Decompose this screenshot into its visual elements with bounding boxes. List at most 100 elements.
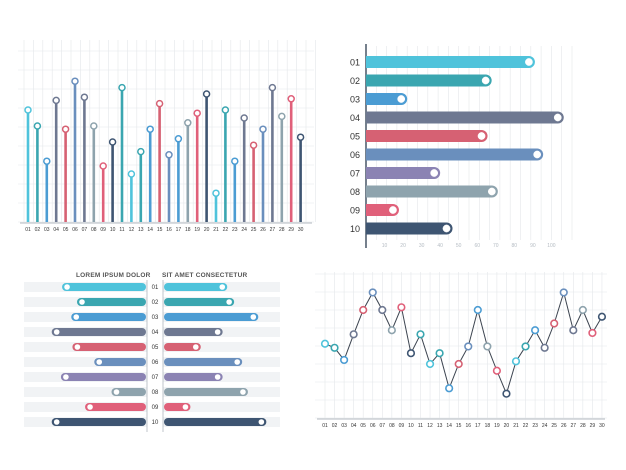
- y-label: 05: [350, 132, 360, 142]
- lollipop-head: [24, 106, 32, 114]
- right-bar: [164, 388, 248, 396]
- x-tick-label: 04: [351, 423, 357, 429]
- line-point: [454, 359, 463, 369]
- right-bar: [164, 283, 228, 291]
- center-label: 06: [152, 360, 159, 366]
- x-tick-label: 24: [542, 423, 548, 429]
- x-tick-label: 09: [399, 423, 405, 429]
- diverging-marks: [51, 283, 267, 426]
- x-tick-label: 19: [494, 423, 500, 429]
- center-label-box: [147, 357, 163, 367]
- center-label: 07: [152, 375, 159, 381]
- x-tick-label: 06: [72, 227, 78, 233]
- right-bar-knob: [214, 329, 221, 335]
- line-point: [387, 326, 396, 335]
- x-tick-label: 24: [241, 227, 247, 233]
- hbar-knob: [477, 132, 486, 140]
- y-label: 04: [350, 113, 360, 123]
- line-point: [349, 330, 358, 339]
- x-tick-label: 16: [465, 423, 471, 429]
- y-label: 03: [350, 95, 360, 105]
- x-tick-label: 29: [590, 423, 596, 429]
- x-tick-label: 17: [176, 227, 182, 233]
- right-bar-knob: [240, 389, 246, 395]
- y-label: 06: [350, 150, 360, 160]
- lollipop-head: [43, 157, 51, 165]
- right-bar-knob: [219, 284, 226, 290]
- left-bar: [72, 343, 146, 351]
- y-label: 07: [350, 169, 360, 179]
- x-tick-label: 13: [437, 423, 443, 429]
- center-label-box: [147, 417, 163, 427]
- lollipop-head: [155, 99, 164, 108]
- left-bar-knob: [73, 314, 80, 320]
- center-label-box: [147, 387, 163, 397]
- x-tick-label: 14: [446, 423, 452, 429]
- lollipop-head: [61, 125, 70, 133]
- x-tick-label: 21: [213, 227, 219, 233]
- x-tick-label: 23: [232, 227, 238, 233]
- hbar-knob: [525, 58, 533, 66]
- lollipop-head: [127, 170, 136, 178]
- left-bar-knob: [53, 329, 60, 335]
- lollipop-head: [287, 95, 295, 103]
- x-tick-label: 03: [341, 423, 347, 429]
- hbar-knob: [397, 95, 406, 103]
- x-tick-label: 10: [408, 423, 414, 429]
- right-bar: [164, 418, 267, 426]
- x-tick-label: 25: [551, 423, 557, 429]
- left-bar: [85, 403, 146, 411]
- left-bar-knob: [74, 344, 81, 350]
- line-point: [540, 343, 549, 352]
- hbar-square-end: [366, 204, 376, 216]
- lollipop-head: [268, 83, 277, 92]
- lollipop-head: [108, 138, 117, 146]
- hbar-knob: [533, 150, 542, 159]
- line-point: [521, 342, 530, 351]
- right-bar-knob: [214, 374, 221, 380]
- x-tick-label: 22: [223, 227, 229, 233]
- hbar-square-end: [366, 167, 376, 179]
- line-point: [550, 319, 559, 328]
- hbar: [366, 111, 564, 124]
- line-point: [492, 366, 501, 375]
- hbar-square-end: [366, 111, 376, 124]
- x-tick-label: 22: [523, 423, 529, 429]
- right-bar-knob: [258, 419, 265, 425]
- hbar-square-end: [366, 93, 376, 105]
- hbar-square-end: [366, 74, 376, 87]
- x-tick-label: 30: [298, 227, 304, 233]
- line-point: [511, 357, 521, 366]
- hbar-square-end: [366, 56, 376, 68]
- lollipop-head: [240, 114, 248, 122]
- x-tick-label: 10: [110, 227, 116, 233]
- x-tick-label: 14: [147, 227, 153, 233]
- lollipop-head: [90, 122, 98, 130]
- lollipop-grid: [18, 40, 316, 224]
- x-tick-label: 13: [138, 227, 144, 233]
- lollipop-head: [174, 135, 183, 143]
- lollipop-head: [221, 106, 230, 114]
- right-bar-knob: [193, 344, 199, 350]
- left-bar: [51, 418, 147, 426]
- x-tick-label: 11: [418, 423, 423, 429]
- right-header: SIT AMET CONSECTETUR: [162, 272, 248, 279]
- center-label: 03: [152, 315, 159, 321]
- x-tick-label: 07: [82, 227, 88, 233]
- left-bar-knob: [87, 404, 93, 410]
- x-tick-label: 06: [370, 423, 376, 429]
- center-label-box: [147, 372, 163, 382]
- left-bar-knob: [64, 284, 70, 290]
- y-label: 09: [350, 206, 360, 216]
- lollipop-head: [202, 90, 211, 98]
- line-point: [531, 326, 540, 335]
- lollipop-head: [212, 189, 220, 197]
- x-tick-label: 12: [129, 227, 135, 233]
- x-tick-label: 28: [580, 423, 586, 429]
- left-bar: [51, 328, 147, 336]
- lollipop-marks: [24, 77, 305, 222]
- line-point: [435, 349, 444, 358]
- line-point: [425, 359, 435, 369]
- hbar-knob: [430, 169, 439, 177]
